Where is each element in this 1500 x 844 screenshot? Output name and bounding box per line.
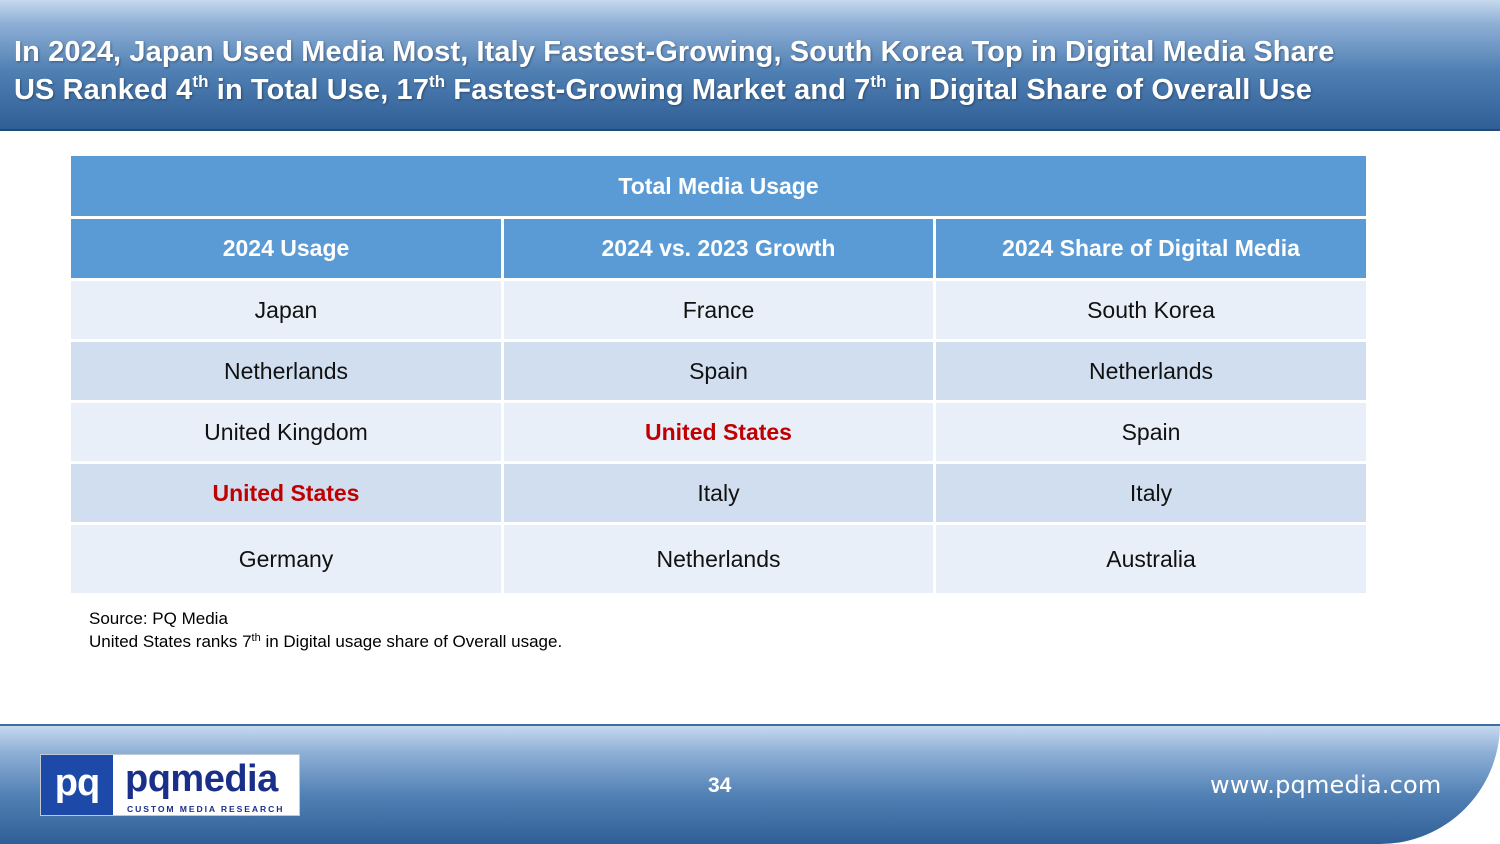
logo-tagline: CUSTOM MEDIA RESEARCH [127, 804, 285, 814]
source-note: Source: PQ Media [89, 609, 228, 628]
table-row: Japan France South Korea [68, 278, 1370, 342]
media-usage-table: Total Media Usage 2024 Usage 2024 vs. 20… [67, 153, 1370, 596]
table-cell: Australia [932, 522, 1370, 596]
column-header: 2024 Share of Digital Media [932, 216, 1370, 281]
slide-footer: pq pqmedia CUSTOM MEDIA RESEARCH 34 www.… [0, 724, 1500, 844]
table-cell-highlighted: United States [501, 400, 936, 464]
table-row: Germany Netherlands Australia [68, 522, 1370, 596]
table-cell: France [501, 278, 936, 342]
column-header: 2024 Usage [68, 216, 504, 281]
table-cell-highlighted: United States [68, 461, 504, 525]
note-part: United States ranks 7 [89, 632, 252, 651]
column-header: 2024 vs. 2023 Growth [501, 216, 936, 281]
table-cell: Netherlands [501, 522, 936, 596]
footnotes: Source: PQ Media United States ranks 7th… [89, 607, 562, 653]
table-row: United States Italy Italy [68, 461, 1370, 525]
note-part: in Digital usage share of Overall usage. [260, 632, 563, 651]
table-title: Total Media Usage [67, 153, 1370, 219]
slide-header: In 2024, Japan Used Media Most, Italy Fa… [0, 0, 1500, 131]
ordinal-suffix: th [870, 72, 887, 91]
table-cell: United Kingdom [68, 400, 504, 464]
table-cell: South Korea [932, 278, 1370, 342]
page-number: 34 [708, 774, 732, 797]
table-row: Netherlands Spain Netherlands [68, 339, 1370, 403]
ranking-note: United States ranks 7th in Digital usage… [89, 630, 562, 653]
table-cell: Netherlands [68, 339, 504, 403]
website-url: www.pqmedia.com [1210, 771, 1442, 799]
table-cell: Japan [68, 278, 504, 342]
headline-part: in Total Use, 17 [208, 74, 429, 106]
table-cell: Italy [501, 461, 936, 525]
headline-part: in Digital Share of Overall Use [886, 74, 1313, 106]
table-cell: Spain [932, 400, 1370, 464]
headline-line-2: US Ranked 4th in Total Use, 17th Fastest… [14, 72, 1313, 107]
table-row: United Kingdom United States Spain [68, 400, 1370, 464]
table-cell: Germany [68, 522, 504, 596]
ordinal-suffix: th [428, 72, 446, 91]
headline-line-1: In 2024, Japan Used Media Most, Italy Fa… [14, 36, 1335, 68]
logo-wordmark: pqmedia [125, 758, 278, 800]
headline-part: US Ranked 4 [14, 74, 193, 106]
table-cell: Netherlands [932, 339, 1370, 403]
headline-part: Fastest-Growing Market and 7 [445, 74, 871, 106]
logo-mark: pq [41, 755, 113, 815]
ordinal-suffix: th [192, 72, 209, 91]
table-cell: Spain [501, 339, 936, 403]
table-cell: Italy [932, 461, 1370, 525]
pqmedia-logo: pq pqmedia CUSTOM MEDIA RESEARCH [40, 754, 300, 816]
ordinal-suffix: th [251, 632, 261, 644]
